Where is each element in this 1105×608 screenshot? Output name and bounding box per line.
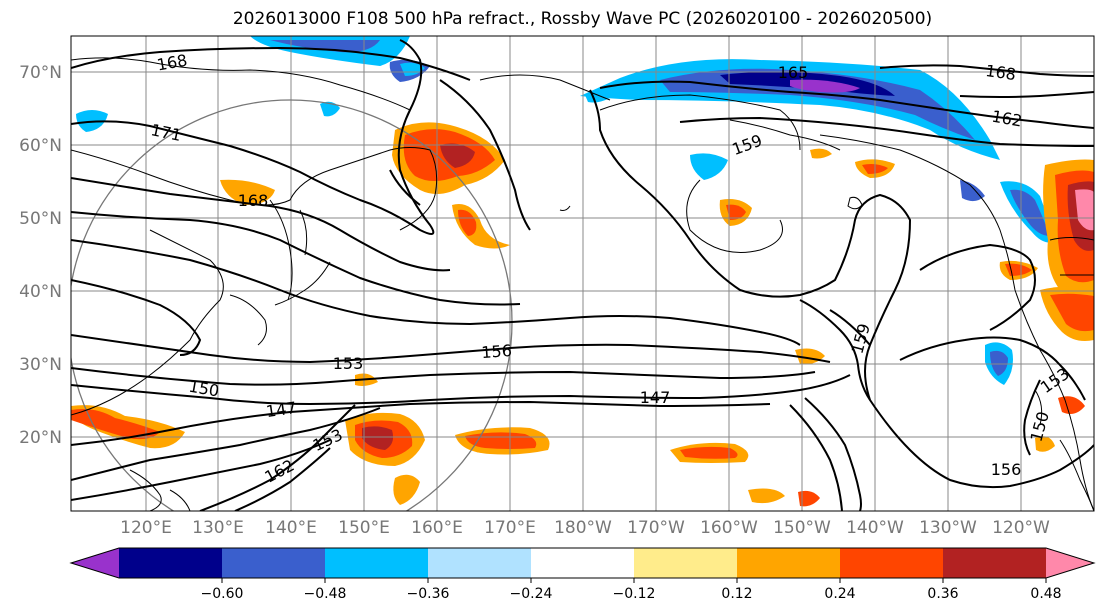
colorbar-bin: [737, 548, 841, 578]
lat-label: 20°N: [19, 428, 62, 448]
map-title: 2026013000 F108 500 hPa refract., Rossby…: [232, 9, 933, 29]
colorbar-extend-min: [71, 548, 119, 578]
contour-label: 147: [265, 398, 298, 421]
colorbar-tick-label: 0.12: [721, 586, 752, 602]
colorbar: −0.60 −0.48 −0.36 −0.24 −0.12 0.12 0.24 0.36 0.4…: [69, 547, 1096, 602]
colorbar-tick-label: −0.24: [510, 586, 553, 602]
colorbar-bin: [943, 548, 1047, 578]
lat-label: 50°N: [19, 209, 62, 229]
lon-label: 150°W: [773, 518, 831, 538]
colorbar-bin: [634, 548, 738, 578]
lat-label: 60°N: [19, 136, 62, 156]
lon-label: 140°W: [846, 518, 904, 538]
colorbar-extend-max: [1046, 548, 1094, 578]
lon-label: 140°E: [265, 518, 317, 538]
lon-label: 170°E: [484, 518, 536, 538]
lon-label: 150°E: [338, 518, 390, 538]
latitude-labels: 70°N 60°N 50°N 40°N 30°N 20°N: [19, 63, 62, 448]
longitude-labels: 120°E 130°E 140°E 150°E 160°E 170°E 180°…: [120, 518, 1050, 538]
colorbar-tick-label: −0.60: [201, 586, 244, 602]
colorbar-tick-label: −0.48: [304, 586, 347, 602]
colorbar-tick-label: −0.36: [407, 586, 450, 602]
lat-label: 70°N: [19, 63, 62, 83]
colorbar-bin: [428, 548, 532, 578]
lon-label: 180°W: [554, 518, 612, 538]
colorbar-tick-label: 0.36: [927, 586, 958, 602]
colorbar-bin: [840, 548, 944, 578]
colorbar-bin: [325, 548, 429, 578]
colorbar-tick-label: 0.48: [1030, 586, 1061, 602]
lon-label: 160°E: [411, 518, 463, 538]
contour-label: 168: [238, 191, 269, 210]
lat-label: 30°N: [19, 355, 62, 375]
lon-label: 130°E: [192, 518, 244, 538]
map-area: 168 171 168 153 156 150 147 147 153 162 …: [71, 36, 1094, 511]
colorbar-tick-label: 0.24: [824, 586, 855, 602]
map-border: [70, 35, 1095, 512]
lon-label: 130°W: [919, 518, 977, 538]
colorbar-outline: [69, 547, 1096, 579]
lon-label: 120°E: [120, 518, 172, 538]
colorbar-tick-label: −0.12: [613, 586, 656, 602]
contour-label: 168: [984, 61, 1017, 84]
lon-label: 160°W: [700, 518, 758, 538]
lon-label: 120°W: [992, 518, 1050, 538]
refractivity-contours: [71, 39, 1094, 511]
colorbar-bin: [119, 548, 223, 578]
lat-label: 40°N: [19, 282, 62, 302]
coastlines: [71, 57, 1094, 511]
contour-label: 156: [991, 460, 1022, 479]
contour-label: 147: [640, 388, 671, 407]
lon-label: 170°W: [627, 518, 685, 538]
colorbar-bin: [222, 548, 326, 578]
contour-label: 165: [778, 63, 809, 82]
contour-label: 156: [481, 341, 513, 362]
graticule: [71, 36, 1094, 511]
colorbar-bin: [531, 548, 635, 578]
contour-label: 153: [333, 354, 364, 373]
